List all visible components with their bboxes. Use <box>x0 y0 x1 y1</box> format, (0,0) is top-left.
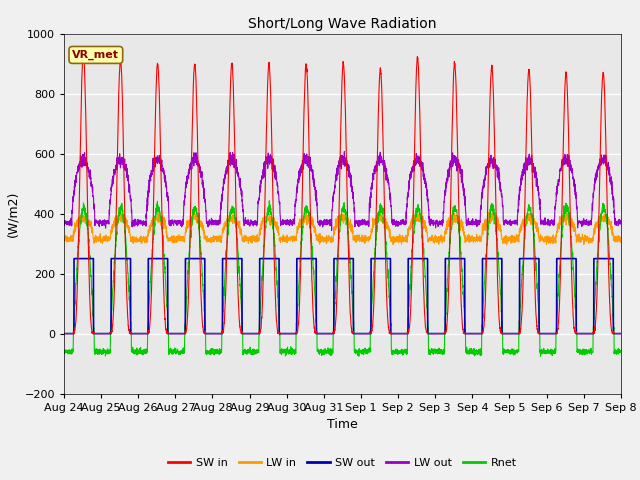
Legend: SW in, LW in, SW out, LW out, Rnet: SW in, LW in, SW out, LW out, Rnet <box>163 453 522 472</box>
SW in <box>406 310 414 315</box>
LW in <box>617 235 625 241</box>
Rnet <box>266 198 273 204</box>
Line: LW in: LW in <box>64 211 621 244</box>
LW in <box>180 234 188 240</box>
SW out <box>216 331 223 336</box>
Line: Rnet: Rnet <box>64 201 621 356</box>
X-axis label: Time: Time <box>327 418 358 431</box>
SW out <box>70 256 78 262</box>
Text: VR_met: VR_met <box>72 50 119 60</box>
LW out <box>617 221 625 227</box>
SW out <box>617 331 625 336</box>
SW out <box>397 331 404 336</box>
SW out <box>617 331 625 336</box>
Line: SW in: SW in <box>64 51 621 334</box>
LW out <box>216 219 223 225</box>
SW out <box>564 256 572 262</box>
LW out <box>328 228 335 233</box>
LW out <box>407 168 415 174</box>
LW in <box>216 236 223 242</box>
SW out <box>180 331 188 336</box>
Rnet <box>397 349 404 355</box>
SW in <box>80 48 88 54</box>
LW in <box>564 214 572 220</box>
Rnet <box>60 348 68 353</box>
LW in <box>60 236 68 241</box>
SW in <box>564 110 572 116</box>
SW out <box>60 331 68 336</box>
SW in <box>180 331 188 336</box>
LW out <box>60 221 68 227</box>
LW in <box>617 235 625 241</box>
Rnet <box>564 209 572 215</box>
SW in <box>60 331 68 336</box>
Title: Short/Long Wave Radiation: Short/Long Wave Radiation <box>248 17 436 31</box>
Rnet <box>617 348 625 354</box>
Line: LW out: LW out <box>64 152 621 230</box>
LW out <box>179 214 187 220</box>
SW in <box>617 331 625 336</box>
LW out <box>397 222 404 228</box>
Rnet <box>617 349 625 355</box>
LW in <box>397 235 404 241</box>
SW in <box>216 331 223 336</box>
Line: SW out: SW out <box>64 259 621 334</box>
Y-axis label: (W/m2): (W/m2) <box>6 191 19 237</box>
SW in <box>397 331 404 336</box>
Rnet <box>216 346 223 351</box>
SW out <box>406 256 414 262</box>
SW in <box>617 331 625 336</box>
Rnet <box>406 271 414 277</box>
LW in <box>406 219 414 225</box>
LW out <box>617 221 625 227</box>
Rnet <box>179 345 187 351</box>
Rnet <box>537 353 545 359</box>
LW out <box>564 156 572 162</box>
LW out <box>340 149 348 155</box>
